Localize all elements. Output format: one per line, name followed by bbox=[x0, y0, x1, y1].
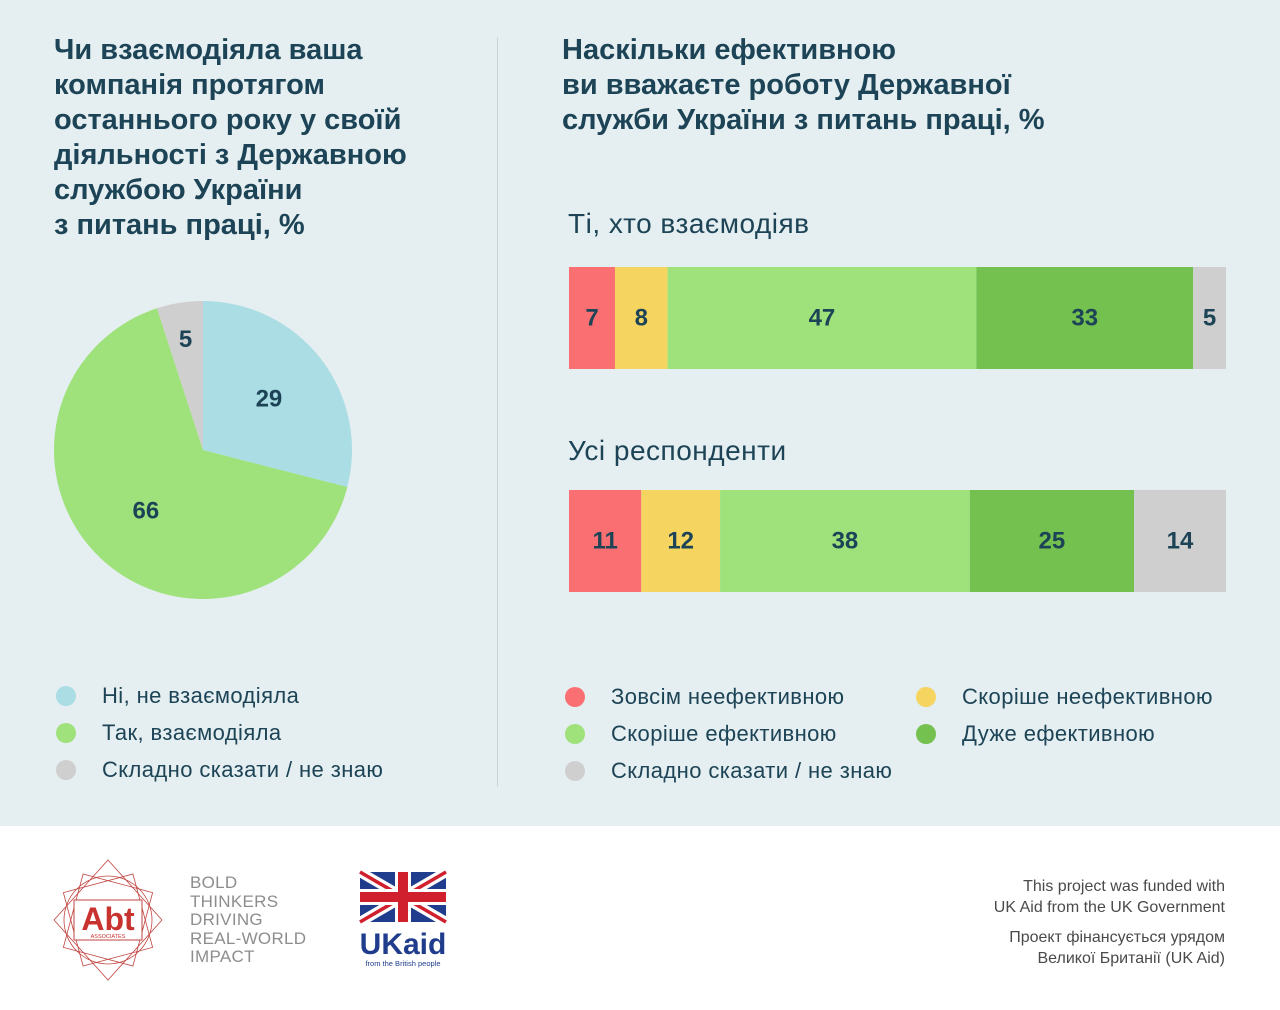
abt-logo-subtext: ASSOCIATES bbox=[91, 934, 126, 940]
bar-legend-item-3: Скоріше ефективною bbox=[565, 719, 837, 749]
bar-chart-title: Наскільки ефективною ви вважаєте роботу … bbox=[562, 34, 1045, 136]
pie-slice-label-3: 5 bbox=[179, 326, 192, 353]
legend-label: Складно сказати / не знаю bbox=[611, 758, 893, 783]
bar-value-label-1-3: 47 bbox=[809, 305, 836, 332]
pie-slice-3 bbox=[156, 301, 203, 450]
abt-tagline: BOLD THINKERS DRIVING REAL-WORLD IMPACT bbox=[190, 873, 307, 966]
funding-note-english: This project was funded with UK Aid from… bbox=[993, 878, 1225, 916]
bar-legend-item-5: Складно сказати / не знаю bbox=[565, 756, 892, 786]
legend-swatch bbox=[565, 687, 585, 707]
pie-chart: 29 66 5 bbox=[53, 301, 352, 600]
bar-segment-2-3 bbox=[720, 490, 970, 592]
bar-segment-2-1 bbox=[569, 490, 642, 592]
charts-canvas: 29 66 5 7 8 47 33 5 11 12 38 25 14 bbox=[53, 267, 1226, 600]
bar-value-label-2-5: 14 bbox=[1167, 528, 1194, 555]
bar-segment-1-5 bbox=[1193, 267, 1226, 369]
pie-chart-title: Чи взаємодіяла ваша компанія протягом ос… bbox=[54, 34, 407, 241]
bar-row-1: 7 8 47 33 5 bbox=[569, 267, 1226, 369]
bar-group-label-interacted: Ті, хто взаємодіяв bbox=[568, 208, 810, 239]
bar-value-label-2-2: 12 bbox=[667, 528, 694, 555]
bar-value-label-2-3: 38 bbox=[832, 528, 859, 555]
legend-label: Скоріше ефективною bbox=[611, 721, 837, 746]
bar-segment-2-2 bbox=[641, 490, 721, 592]
bar-legend-item-1: Зовсім неефективною bbox=[565, 682, 844, 712]
legend-label: Дуже ефективною bbox=[962, 721, 1156, 746]
pie-slice-1 bbox=[203, 301, 352, 488]
bar-row-2: 11 12 38 25 14 bbox=[569, 490, 1226, 592]
legend-swatch bbox=[56, 686, 76, 706]
pie-legend-item-3: Складно сказати / не знаю bbox=[56, 755, 383, 785]
stacked-bar-chart: 7 8 47 33 5 11 12 38 25 14 bbox=[569, 267, 1226, 592]
bar-value-label-2-1: 11 bbox=[592, 528, 617, 555]
bar-legend-item-4: Дуже ефективною bbox=[916, 719, 1155, 749]
bar-segment-2-5 bbox=[1134, 490, 1226, 592]
pie-legend-item-2: Так, взаємодіяла bbox=[56, 718, 282, 748]
ukaid-logo-text: UKaid bbox=[360, 928, 447, 961]
pie-slice-label-1: 29 bbox=[256, 385, 283, 412]
funding-note-ukrainian: Проект фінансується урядом Великої Брита… bbox=[1009, 929, 1225, 967]
legend-swatch bbox=[565, 724, 585, 744]
legend-label: Складно сказати / не знаю bbox=[102, 757, 384, 782]
bar-segment-1-4 bbox=[976, 267, 1194, 369]
pie-slice-2 bbox=[53, 308, 348, 600]
legend-swatch bbox=[56, 723, 76, 743]
bar-value-label-1-2: 8 bbox=[635, 305, 648, 332]
bar-segment-1-2 bbox=[614, 267, 668, 369]
legend-label: Скоріше неефективною bbox=[962, 684, 1213, 709]
bar-segment-1-1 bbox=[569, 267, 615, 369]
pie-legend-item-1: Ні, не взаємодіяла bbox=[56, 681, 299, 711]
ukaid-logo: UKaid from the British people bbox=[358, 870, 449, 968]
legend-swatch bbox=[56, 760, 76, 780]
legend-swatch bbox=[916, 687, 936, 707]
pie-slice-label-2: 66 bbox=[133, 497, 160, 524]
panel-divider bbox=[497, 38, 498, 786]
ukaid-logo-subtext: from the British people bbox=[365, 959, 440, 968]
bar-value-label-1-1: 7 bbox=[585, 305, 598, 332]
abt-logo-text: Abt bbox=[81, 901, 135, 937]
legend-label: Так, взаємодіяла bbox=[102, 720, 282, 745]
legend-label: Зовсім неефективною bbox=[611, 684, 845, 709]
bar-value-label-2-4: 25 bbox=[1039, 528, 1066, 555]
bar-value-label-1-4: 33 bbox=[1071, 305, 1098, 332]
bar-value-label-1-5: 5 bbox=[1203, 305, 1216, 332]
legend-label: Ні, не взаємодіяла bbox=[102, 683, 300, 708]
legend-swatch bbox=[565, 761, 585, 781]
bar-segment-1-3 bbox=[667, 267, 977, 369]
bar-segment-2-4 bbox=[969, 490, 1135, 592]
bar-legend-item-2: Скоріше неефективною bbox=[916, 682, 1213, 712]
bar-group-label-all: Усі респонденти bbox=[568, 435, 787, 466]
legend-swatch bbox=[916, 724, 936, 744]
abt-associates-logo: Abt ASSOCIATES bbox=[53, 859, 163, 981]
